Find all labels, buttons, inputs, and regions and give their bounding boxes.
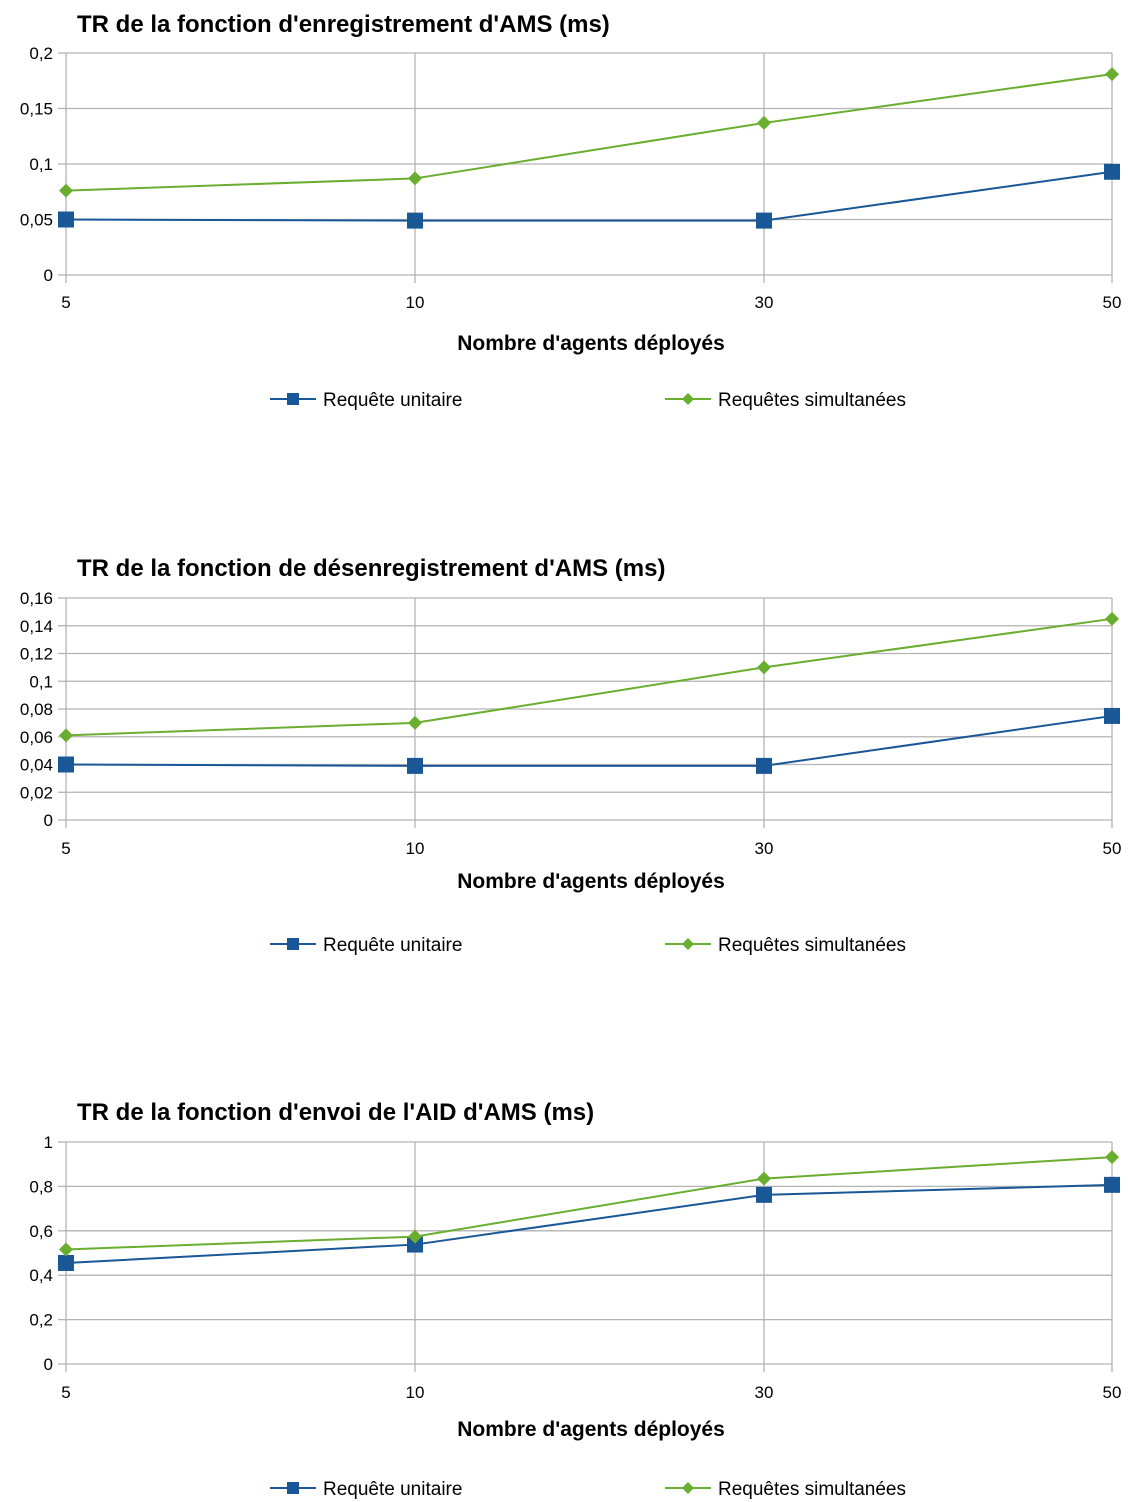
legend-marker (287, 393, 299, 405)
data-point (59, 183, 73, 198)
data-point (408, 171, 422, 186)
chart-title: TR de la fonction de désenregistrement d… (77, 555, 665, 582)
x-axis-label: Nombre d'agents déployés (457, 870, 725, 893)
legend-marker (682, 938, 694, 950)
y-tick-label: 0,08 (20, 700, 53, 719)
y-tick-label: 1 (44, 1133, 53, 1152)
legend-label: Requêtes simultanées (718, 1479, 906, 1500)
legend-label: Requête unitaire (323, 935, 462, 956)
legend-marker (287, 1482, 299, 1494)
y-tick-label: 0,05 (20, 211, 53, 230)
legend-label: Requêtes simultanées (718, 390, 906, 411)
data-point (408, 715, 422, 730)
data-point (756, 1186, 772, 1203)
y-tick-label: 0,2 (29, 1311, 53, 1330)
legend-label: Requête unitaire (323, 390, 462, 411)
data-point (59, 728, 73, 743)
data-point (1105, 1150, 1119, 1165)
chart-3: TR de la fonction d'envoi de l'AID d'AMS… (29, 1099, 1121, 1500)
y-tick-label: 0,06 (20, 728, 53, 747)
series-line-2 (65, 617, 1113, 737)
data-point (59, 1242, 73, 1257)
y-tick-label: 0 (44, 1355, 53, 1374)
chart-title: TR de la fonction d'enregistrement d'AMS… (77, 11, 610, 38)
x-tick-label: 10 (406, 839, 425, 858)
data-point (408, 1229, 422, 1244)
x-tick-label: 5 (61, 293, 70, 312)
data-point (1104, 163, 1120, 180)
data-point (757, 115, 771, 130)
legend-label: Requête unitaire (323, 1479, 462, 1500)
data-point (1104, 1176, 1120, 1193)
legend-marker (287, 938, 299, 950)
data-point (407, 212, 423, 229)
legend-label: Requêtes simultanées (718, 935, 906, 956)
x-tick-label: 10 (406, 293, 425, 312)
y-tick-label: 0,15 (20, 100, 53, 119)
legend-marker (682, 1482, 694, 1494)
y-tick-label: 0,04 (20, 756, 53, 775)
y-tick-label: 0,1 (29, 672, 53, 691)
y-tick-label: 0,12 (20, 645, 53, 664)
data-point (58, 211, 74, 228)
x-tick-label: 5 (61, 839, 70, 858)
legend-marker (682, 393, 694, 405)
x-tick-label: 30 (755, 293, 774, 312)
x-tick-label: 30 (755, 1383, 774, 1402)
series-line-2 (65, 1156, 1113, 1251)
data-point (756, 212, 772, 229)
data-point (58, 1254, 74, 1271)
chart-2: TR de la fonction de désenregistrement d… (20, 555, 1122, 956)
y-tick-label: 0 (44, 811, 53, 830)
chart-1: TR de la fonction d'enregistrement d'AMS… (20, 11, 1122, 411)
data-point (407, 757, 423, 774)
data-point (1105, 611, 1119, 626)
y-tick-label: 0,14 (20, 617, 53, 636)
data-point (58, 756, 74, 773)
chart-title: TR de la fonction d'envoi de l'AID d'AMS… (77, 1099, 594, 1126)
data-point (1105, 67, 1119, 82)
data-point (407, 1236, 423, 1253)
x-tick-label: 10 (406, 1383, 425, 1402)
series-line-1 (65, 1183, 1113, 1264)
data-point (1104, 707, 1120, 724)
y-tick-label: 0,02 (20, 783, 53, 802)
series-line-1 (65, 170, 1113, 222)
x-tick-label: 50 (1103, 839, 1122, 858)
y-tick-label: 0,1 (29, 155, 53, 174)
x-tick-label: 50 (1103, 1383, 1122, 1402)
series-line-2 (65, 73, 1113, 192)
x-axis-label: Nombre d'agents déployés (457, 332, 725, 355)
data-point (756, 757, 772, 774)
x-tick-label: 5 (61, 1383, 70, 1402)
x-tick-label: 50 (1103, 293, 1122, 312)
y-tick-label: 0,6 (29, 1222, 53, 1241)
y-tick-label: 0,2 (29, 44, 53, 63)
data-point (757, 1171, 771, 1186)
y-tick-label: 0,4 (29, 1266, 53, 1285)
x-axis-label: Nombre d'agents déployés (457, 1418, 725, 1441)
y-tick-label: 0,8 (29, 1177, 53, 1196)
series-line-1 (65, 714, 1113, 767)
y-tick-label: 0,16 (20, 589, 53, 608)
x-tick-label: 30 (755, 839, 774, 858)
y-tick-label: 0 (44, 266, 53, 285)
data-point (757, 660, 771, 675)
